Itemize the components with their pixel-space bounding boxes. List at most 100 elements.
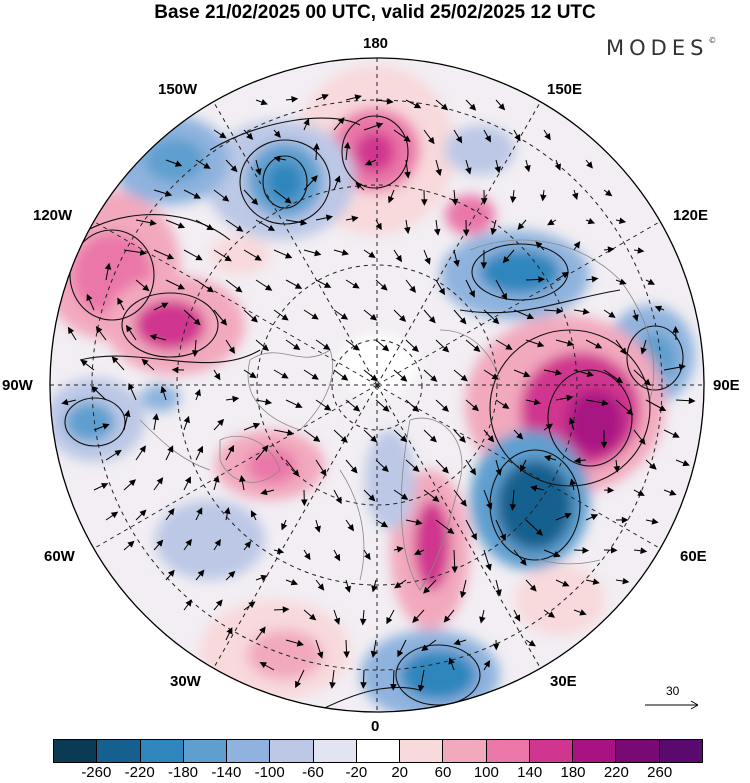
- wind-vector-head: [284, 252, 293, 259]
- wind-vector-head: [226, 627, 233, 635]
- wind-vector-head: [592, 578, 600, 585]
- wind-vector-head: [104, 262, 112, 270]
- wind-vector-head: [80, 359, 88, 367]
- wind-vector-head: [295, 680, 302, 689]
- wind-vector-head: [321, 94, 329, 101]
- anomaly-c16c: [210, 235, 270, 275]
- wind-vector-head: [260, 98, 268, 106]
- wind-vector-head: [423, 586, 431, 594]
- wind-vector-head: [494, 166, 501, 174]
- anomaly-c16b: [515, 565, 605, 635]
- wind-vector-head: [259, 661, 267, 669]
- wind-vector-head: [293, 343, 301, 351]
- wind-vector-head: [355, 182, 363, 190]
- wind-vector-head: [267, 224, 276, 231]
- wind-vector-head: [640, 347, 647, 355]
- wind-vector-head: [658, 404, 667, 412]
- wind-vector-head: [566, 394, 574, 402]
- wind-vector-head: [409, 285, 416, 293]
- wind-vector-head: [605, 189, 613, 197]
- wind-vector-head: [491, 373, 499, 380]
- colorbar: [53, 739, 703, 763]
- wind-vector-head: [413, 548, 422, 555]
- wind-vector-head: [215, 599, 223, 607]
- wind-vector-head: [193, 318, 201, 326]
- wind-vector-head: [333, 617, 341, 625]
- wind-vector-head: [411, 345, 419, 353]
- wind-vector-head: [282, 606, 290, 613]
- wind-vector-head: [160, 385, 167, 394]
- wind-vector-head: [185, 599, 193, 607]
- wind-vector-head: [417, 684, 425, 692]
- colorbar-segment-8: [400, 740, 444, 762]
- colorbar-tick-label: 220: [603, 764, 629, 781]
- wind-vector-head: [370, 374, 378, 382]
- wind-vector-head: [239, 475, 246, 483]
- wind-vector-head: [573, 457, 581, 464]
- reference-vector-arrow-icon: [645, 700, 699, 710]
- wind-vector-head: [203, 162, 211, 169]
- wind-vector-head: [117, 297, 124, 305]
- wind-vector-head: [492, 317, 500, 325]
- wind-vector-head: [594, 342, 603, 349]
- wind-vector-head: [643, 378, 651, 386]
- wind-vector-head: [672, 325, 680, 333]
- wind-vector-head: [566, 339, 575, 347]
- wind-vector-head: [248, 601, 256, 609]
- wind-vector-head: [185, 538, 192, 547]
- anomaly-c15c: [445, 125, 515, 175]
- wind-vector-head: [432, 495, 440, 502]
- label-0: 0: [371, 718, 380, 735]
- wind-vector-head: [194, 388, 201, 397]
- wind-vector-head: [486, 502, 493, 510]
- wind-vector-head: [399, 314, 407, 322]
- wind-vector-head: [469, 103, 477, 111]
- wind-vector-head: [509, 196, 517, 204]
- wind-vector-head: [415, 519, 423, 526]
- wind-vector-head: [626, 408, 634, 416]
- wind-vector-head: [343, 141, 351, 149]
- wind-vector-head: [459, 317, 467, 325]
- wind-vector-head: [516, 432, 524, 440]
- anomaly-c8-core: [480, 250, 560, 294]
- wind-vector-head: [485, 563, 492, 571]
- wind-vector-head: [364, 552, 371, 561]
- wind-vector-head: [514, 134, 521, 142]
- wind-vector-head: [622, 577, 630, 585]
- wind-vector-head: [291, 96, 299, 103]
- wind-vector-head: [470, 532, 477, 541]
- wind-vector-head: [607, 486, 615, 494]
- wind-vector-head: [323, 281, 332, 288]
- colorbar-tick-label: 260: [647, 764, 673, 781]
- wind-vector-head: [530, 485, 538, 492]
- wind-vector-head: [382, 344, 390, 352]
- wind-vector-head: [619, 278, 627, 285]
- wind-vector-head: [458, 435, 466, 443]
- wind-vector-head: [334, 553, 341, 562]
- wind-vector-head: [469, 467, 477, 476]
- anomaly-c15: [155, 500, 265, 580]
- wind-vector-head: [547, 611, 556, 618]
- wind-vector-head: [619, 347, 627, 355]
- wind-vector-head: [471, 404, 479, 412]
- wind-vector-head: [608, 311, 616, 318]
- wind-vector-head: [412, 615, 420, 623]
- wind-vector-head: [370, 650, 378, 658]
- wind-vector-head: [453, 638, 461, 646]
- wind-vector-head: [292, 469, 300, 477]
- wind-vector-head: [554, 163, 561, 171]
- wind-vector-head: [618, 217, 627, 224]
- colorbar-tick-label: 100: [473, 764, 499, 781]
- wind-vector-head: [304, 552, 311, 561]
- wind-vector-head: [553, 551, 561, 558]
- wind-vector-head: [495, 589, 502, 597]
- anomaly-c1-core: [355, 132, 395, 172]
- wind-vector-head: [230, 165, 238, 173]
- wind-vector-head: [672, 431, 680, 438]
- wind-vector-head: [370, 435, 378, 443]
- wind-vector-head: [529, 584, 537, 592]
- wind-vector-head: [428, 316, 436, 324]
- label-150w: 150W: [158, 81, 198, 98]
- wind-vector-head: [195, 254, 203, 261]
